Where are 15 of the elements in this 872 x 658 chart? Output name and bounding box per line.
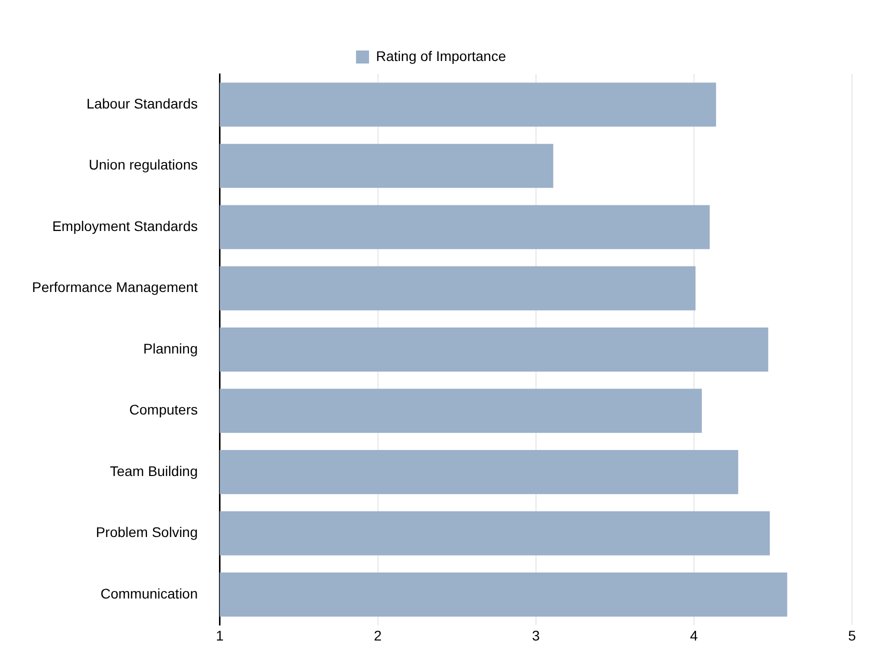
legend-label: Rating of Importance xyxy=(376,48,506,64)
x-tick-label: 3 xyxy=(532,627,540,644)
y-tick-label: Labour Standards xyxy=(86,95,198,112)
y-tick-label: Communication xyxy=(100,585,198,602)
y-tick-label: Team Building xyxy=(110,462,198,479)
y-tick-label: Union regulations xyxy=(88,156,198,173)
y-tick-label: Performance Management xyxy=(32,279,198,296)
x-tick-label: 4 xyxy=(690,627,698,644)
x-tick-label: 1 xyxy=(216,627,224,644)
y-tick-label: Employment Standards xyxy=(52,218,198,234)
x-tick-label: 2 xyxy=(374,627,382,644)
y-tick-label: Computers xyxy=(129,402,198,418)
x-tick-label: 5 xyxy=(848,627,856,644)
y-tick-label: Planning xyxy=(143,340,198,356)
y-tick-label: Problem Solving xyxy=(96,524,198,540)
